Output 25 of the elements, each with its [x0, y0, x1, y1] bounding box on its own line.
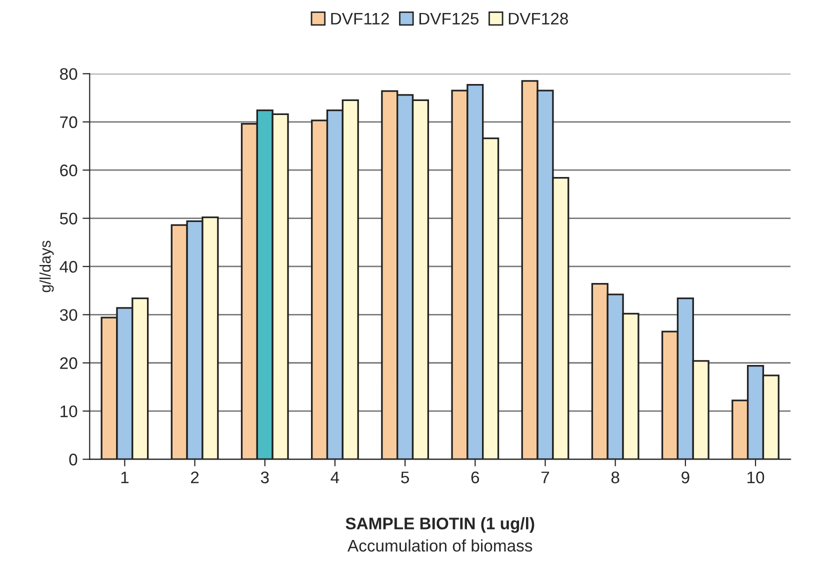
x-tick-label: 10 [748, 472, 764, 484]
y-tick-label: 20 [60, 357, 78, 370]
y-tick-label: 50 [60, 212, 78, 224]
y-tick-label: 10 [60, 405, 78, 418]
y-tick-label: 60 [60, 164, 78, 176]
y-tick-label: 70 [60, 116, 78, 128]
legend-label: DVF112 [331, 12, 389, 24]
y-tick-label: 30 [60, 309, 78, 321]
y-tick-label: 80 [60, 68, 78, 80]
x-tick-label: 7 [541, 472, 550, 484]
x-tick-label: 1 [121, 472, 129, 484]
legend-label: DVF125 [419, 12, 479, 25]
x-axis-title: SAMPLE BIOTIN (1 ug/l) [346, 517, 534, 533]
text: Accumulation of biomass [348, 539, 532, 552]
x-tick-label: 4 [330, 472, 340, 484]
x-tick-label: 2 [190, 472, 199, 484]
x-tick-label: 6 [471, 472, 480, 484]
y-axis-title: g/l/days [40, 240, 54, 292]
x-tick-label: 9 [682, 472, 690, 484]
legend-label: DVF128 [508, 12, 568, 25]
x-tick-label: 5 [401, 472, 409, 484]
x-tick-label: 8 [611, 472, 620, 484]
x-tick-label: 3 [260, 472, 269, 484]
y-tick-label: 40 [60, 260, 78, 273]
y-tick-label: 0 [69, 454, 78, 466]
